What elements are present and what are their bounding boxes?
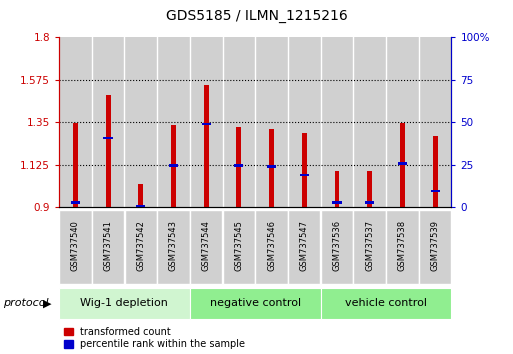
Text: GSM737544: GSM737544: [202, 220, 211, 271]
Bar: [92, 37, 124, 207]
Text: GSM737537: GSM737537: [365, 220, 374, 271]
Text: vehicle control: vehicle control: [345, 298, 427, 308]
FancyBboxPatch shape: [190, 210, 222, 284]
Bar: [300, 174, 309, 176]
FancyBboxPatch shape: [190, 288, 321, 319]
Bar: [321, 37, 353, 207]
FancyBboxPatch shape: [321, 210, 353, 284]
Bar: [367, 171, 372, 207]
FancyBboxPatch shape: [386, 210, 419, 284]
Bar: [236, 127, 241, 207]
FancyBboxPatch shape: [59, 288, 190, 319]
Bar: [71, 201, 80, 204]
Bar: [169, 164, 178, 167]
Text: ▶: ▶: [43, 298, 51, 308]
FancyBboxPatch shape: [288, 210, 321, 284]
Text: GSM737547: GSM737547: [300, 220, 309, 271]
Text: GSM737539: GSM737539: [430, 220, 440, 271]
Bar: [104, 137, 113, 139]
Bar: [139, 184, 143, 207]
Legend: transformed count, percentile rank within the sample: transformed count, percentile rank withi…: [64, 327, 245, 349]
Bar: [334, 171, 340, 207]
Bar: [190, 37, 223, 207]
Text: GSM737546: GSM737546: [267, 220, 276, 271]
FancyBboxPatch shape: [223, 210, 255, 284]
Bar: [386, 37, 419, 207]
Text: Wig-1 depletion: Wig-1 depletion: [81, 298, 168, 308]
FancyBboxPatch shape: [59, 210, 91, 284]
Text: GSM737543: GSM737543: [169, 220, 178, 271]
Bar: [365, 201, 374, 204]
Bar: [124, 37, 157, 207]
Bar: [353, 37, 386, 207]
FancyBboxPatch shape: [419, 210, 451, 284]
Bar: [419, 37, 451, 207]
Bar: [204, 85, 209, 207]
Bar: [171, 125, 176, 207]
Bar: [400, 123, 405, 207]
Text: negative control: negative control: [210, 298, 301, 308]
Text: GSM737538: GSM737538: [398, 220, 407, 271]
Text: GSM737536: GSM737536: [332, 220, 342, 271]
Bar: [136, 205, 145, 207]
Bar: [255, 37, 288, 207]
Bar: [398, 162, 407, 165]
Text: GSM737540: GSM737540: [71, 220, 80, 271]
Bar: [223, 37, 255, 207]
FancyBboxPatch shape: [92, 210, 124, 284]
Bar: [59, 37, 92, 207]
Text: GSM737545: GSM737545: [234, 220, 243, 271]
Text: GDS5185 / ILMN_1215216: GDS5185 / ILMN_1215216: [166, 9, 347, 23]
Bar: [430, 190, 440, 192]
Text: GSM737541: GSM737541: [104, 220, 112, 271]
FancyBboxPatch shape: [157, 210, 190, 284]
Bar: [202, 123, 211, 125]
Bar: [234, 164, 244, 167]
FancyBboxPatch shape: [353, 210, 386, 284]
FancyBboxPatch shape: [125, 210, 157, 284]
Bar: [302, 133, 307, 207]
Bar: [73, 123, 78, 207]
Bar: [332, 201, 342, 204]
Text: GSM737542: GSM737542: [136, 220, 145, 271]
Bar: [157, 37, 190, 207]
FancyBboxPatch shape: [255, 210, 288, 284]
Bar: [269, 129, 274, 207]
Bar: [267, 165, 276, 168]
Bar: [106, 95, 110, 207]
FancyBboxPatch shape: [321, 288, 451, 319]
Bar: [432, 136, 438, 207]
Text: protocol: protocol: [3, 298, 48, 308]
Bar: [288, 37, 321, 207]
